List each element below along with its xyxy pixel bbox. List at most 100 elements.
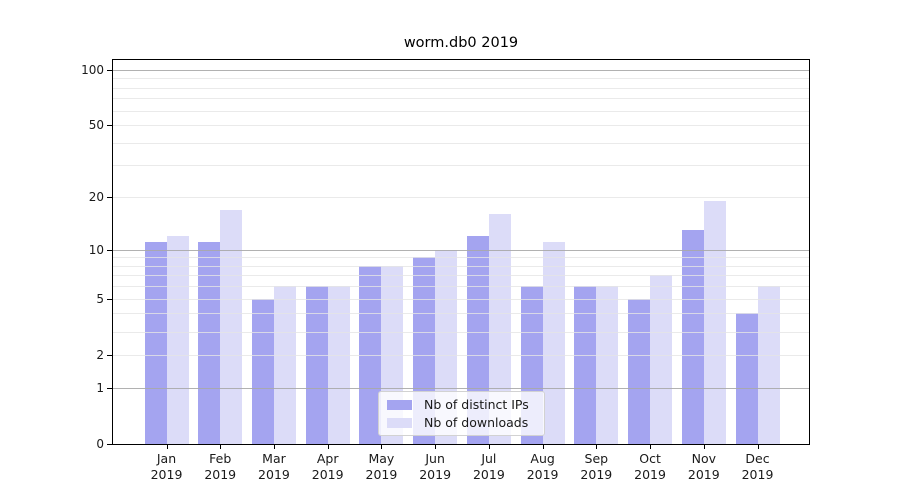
- gridline-minor: [113, 257, 809, 259]
- bar-downloads: [650, 275, 673, 444]
- x-tick-mark: [757, 445, 759, 449]
- bar-downloads: [542, 242, 565, 444]
- legend-item-distinct-ips: Nb of distinct IPs: [387, 396, 536, 413]
- x-tick-label: Aug 2019: [515, 451, 571, 483]
- axes-border: [112, 59, 810, 445]
- gridline-minor: [113, 165, 809, 167]
- y-tick-mark: [107, 69, 112, 71]
- x-tick-month: Dec: [745, 451, 770, 466]
- x-tick-label: Mar 2019: [246, 451, 302, 483]
- x-tick-label: Sep 2019: [568, 451, 624, 483]
- bar-downloads: [596, 286, 619, 444]
- bar-downloads: [327, 286, 350, 444]
- bar-distinct-ips: [144, 242, 167, 444]
- x-tick-mark: [596, 445, 598, 449]
- x-tick-month: Jan: [156, 451, 177, 466]
- y-tick-mark: [107, 387, 112, 389]
- bar-distinct-ips: [735, 313, 758, 444]
- x-tick-month: May: [368, 451, 395, 466]
- x-tick-year: 2019: [526, 467, 559, 482]
- gridline-minor: [113, 142, 809, 144]
- x-tick-month: Nov: [691, 451, 716, 466]
- y-tick-mark: [107, 197, 112, 199]
- bar-distinct-ips: [359, 265, 382, 444]
- legend-label-downloads: Nb of downloads: [424, 415, 529, 430]
- gridline-minor: [113, 354, 809, 356]
- legend-label-distinct-ips: Nb of distinct IPs: [424, 397, 529, 412]
- gridline-minor: [113, 286, 809, 288]
- y-tick-label: 5: [96, 291, 104, 306]
- x-tick-mark: [381, 445, 383, 449]
- legend: Nb of distinct IPs Nb of downloads: [378, 391, 545, 436]
- y-tick-label: 100: [81, 62, 104, 77]
- x-tick-mark: [542, 445, 544, 449]
- bar-distinct-ips: [681, 229, 704, 444]
- y-tick-label: 0: [96, 437, 104, 451]
- x-tick-year: 2019: [204, 467, 237, 482]
- x-tick-mark: [650, 445, 652, 449]
- gridline-minor: [113, 125, 809, 127]
- y-tick-label: 50: [88, 118, 104, 133]
- x-tick-label: Apr 2019: [300, 451, 356, 483]
- legend-swatch-distinct-ips: [387, 399, 412, 410]
- x-tick-label: Feb 2019: [192, 451, 248, 483]
- gridline-major: [113, 387, 809, 389]
- x-tick-month: Mar: [262, 451, 286, 466]
- bar-downloads: [273, 286, 296, 444]
- bar-downloads: [166, 235, 189, 444]
- x-tick-mark: [166, 445, 168, 449]
- bar-distinct-ips: [574, 286, 597, 444]
- bar-distinct-ips: [305, 286, 328, 444]
- x-tick-month: Jun: [425, 451, 445, 466]
- bar-downloads: [757, 286, 780, 444]
- bar-downloads: [703, 201, 726, 444]
- x-tick-year: 2019: [580, 467, 613, 482]
- x-tick-label: Dec 2019: [730, 451, 786, 483]
- bar-distinct-ips: [198, 242, 221, 444]
- x-tick-year: 2019: [311, 467, 344, 482]
- x-tick-label: Jan 2019: [139, 451, 195, 483]
- x-tick-mark: [435, 445, 437, 449]
- x-tick-label: Jun 2019: [407, 451, 463, 483]
- gridline-minor: [113, 265, 809, 267]
- x-tick-mark: [220, 445, 222, 449]
- y-tick-label: 1: [96, 380, 104, 395]
- x-tick-mark: [703, 445, 705, 449]
- x-tick-mark: [488, 445, 490, 449]
- x-tick-year: 2019: [258, 467, 290, 482]
- legend-swatch-downloads: [387, 417, 412, 428]
- x-tick-label: Oct 2019: [622, 451, 678, 483]
- x-tick-label: May 2019: [353, 451, 409, 483]
- gridline-minor: [113, 87, 809, 89]
- chart-title: worm.db0 2019: [403, 35, 519, 51]
- gridline-minor: [113, 197, 809, 199]
- x-tick-month: Feb: [209, 451, 232, 466]
- x-tick-month: Oct: [639, 451, 661, 466]
- gridline-minor: [113, 298, 809, 300]
- y-tick-label: 2: [96, 347, 104, 362]
- x-tick-mark: [273, 445, 275, 449]
- x-tick-year: 2019: [419, 467, 452, 482]
- gridline-minor: [113, 331, 809, 333]
- gridline-minor: [113, 275, 809, 277]
- y-tick-mark: [107, 125, 112, 127]
- gridline-minor: [113, 98, 809, 100]
- y-tick-mark: [107, 354, 112, 356]
- x-tick-label: Jul 2019: [461, 451, 517, 483]
- gridline-minor: [113, 313, 809, 315]
- bar-downloads: [220, 209, 243, 444]
- x-tick-year: 2019: [472, 467, 505, 482]
- gridline-major: [113, 249, 809, 251]
- x-tick-year: 2019: [365, 467, 398, 482]
- x-tick-mark: [327, 445, 329, 449]
- gridline-minor: [113, 110, 809, 112]
- y-tick-mark: [107, 444, 112, 445]
- bar-downloads: [488, 214, 511, 444]
- y-tick-mark: [107, 249, 112, 251]
- gridline-minor: [113, 78, 809, 80]
- y-tick-mark: [107, 298, 112, 300]
- x-tick-label: Nov 2019: [676, 451, 732, 483]
- x-tick-month: Sep: [584, 451, 609, 466]
- legend-item-downloads: Nb of downloads: [387, 414, 536, 431]
